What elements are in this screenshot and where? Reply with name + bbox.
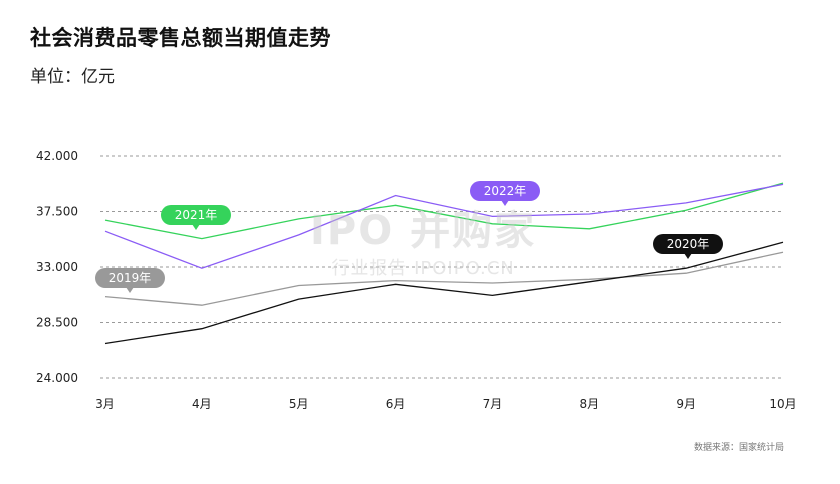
x-tick-label: 4月 [192, 397, 212, 411]
series-line-0 [104, 251, 784, 306]
y-tick-label: 37.500 [36, 205, 78, 219]
series-tag-pointer [501, 200, 509, 206]
x-tick-label: 6月 [386, 397, 406, 411]
y-tick-label: 42.000 [36, 149, 78, 163]
series-line-3 [104, 183, 784, 269]
x-tick-label: 9月 [676, 397, 696, 411]
series-tag-bg [161, 205, 231, 225]
series-tag-bg [470, 181, 540, 201]
series-tag-bg [653, 234, 723, 254]
series-line-2 [104, 182, 784, 240]
series-tag-pointer [192, 224, 200, 230]
x-tick-label: 8月 [579, 397, 599, 411]
unit-label: 单位：亿元 [30, 67, 115, 87]
series-line-1 [104, 241, 784, 345]
x-tick-label: 7月 [483, 397, 503, 411]
y-tick-label: 24.000 [36, 371, 78, 385]
chart-title: 社会消费品零售总额当期值走势 [30, 26, 331, 50]
series-tag-label: 2022年 [484, 184, 527, 198]
y-tick-label: 33.000 [36, 260, 78, 274]
series-tag-bg [95, 268, 165, 288]
x-tick-label: 5月 [289, 397, 309, 411]
x-tick-label: 10月 [769, 397, 796, 411]
x-tick-label: 3月 [95, 397, 115, 411]
series-tag-pointer [126, 287, 134, 293]
y-tick-label: 28.500 [36, 316, 78, 330]
data-source: 数据来源：国家统计局 [693, 443, 784, 453]
series-tag-label: 2020年 [667, 237, 710, 251]
series-tag-label: 2019年 [109, 271, 152, 285]
series-tag-label: 2021年 [175, 208, 218, 222]
series-tag-pointer [684, 253, 692, 259]
